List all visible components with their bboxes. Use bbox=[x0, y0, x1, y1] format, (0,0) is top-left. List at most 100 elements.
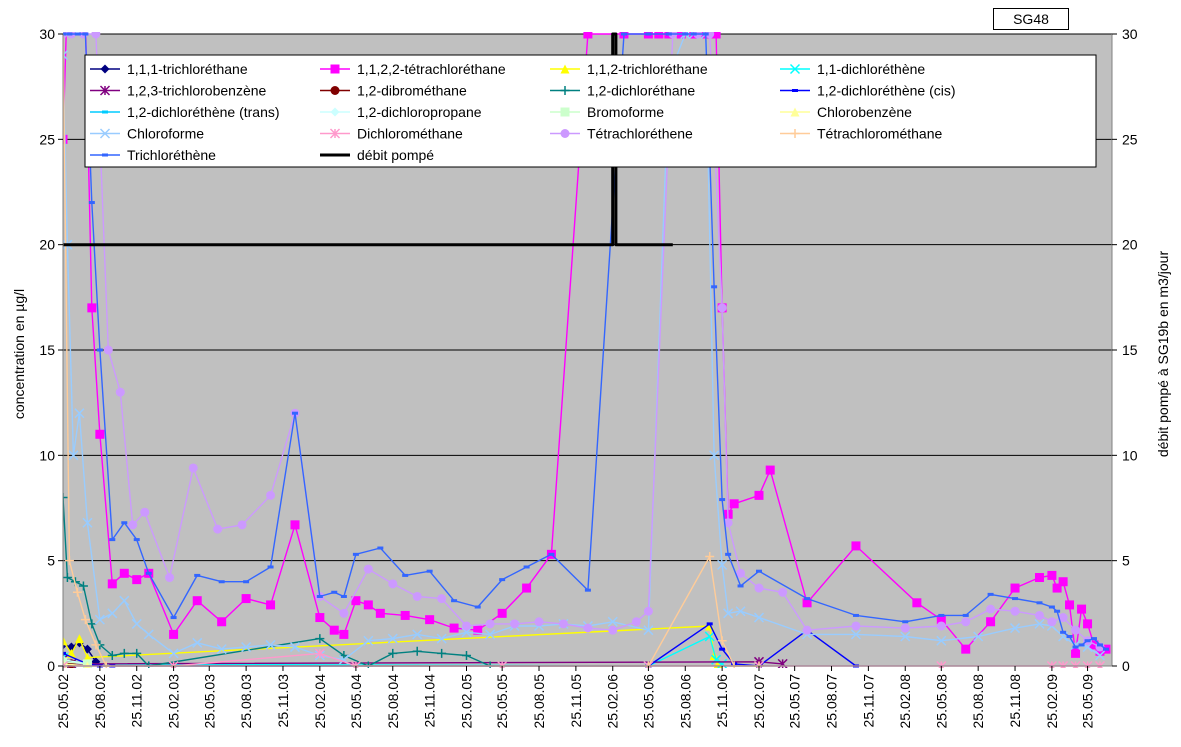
y-tick-label: 30 bbox=[39, 26, 55, 42]
x-tick-label: 25.05.05 bbox=[494, 674, 510, 729]
data-point bbox=[901, 624, 910, 633]
y2-tick-label: 30 bbox=[1122, 26, 1138, 42]
data-point bbox=[548, 553, 554, 556]
data-point bbox=[938, 614, 944, 617]
data-point bbox=[1047, 617, 1056, 626]
x-tick-label: 25.08.07 bbox=[824, 674, 840, 729]
data-point bbox=[1085, 639, 1091, 642]
legend-label: Bromoforme bbox=[587, 104, 664, 120]
data-point bbox=[1091, 637, 1097, 640]
y2-tick-label: 5 bbox=[1122, 553, 1130, 569]
legend-label: débit pompé bbox=[357, 147, 434, 163]
data-point bbox=[315, 613, 324, 622]
data-point bbox=[266, 600, 275, 609]
legend-label: Chlorobenzène bbox=[817, 104, 912, 120]
data-point bbox=[804, 597, 810, 600]
data-point bbox=[339, 630, 348, 639]
data-point bbox=[121, 521, 127, 524]
x-tick-label: 25.11.04 bbox=[422, 674, 438, 728]
data-point bbox=[116, 388, 125, 397]
legend-label: Tétrachlorométhane bbox=[817, 126, 943, 142]
data-point bbox=[427, 570, 433, 573]
data-point bbox=[644, 607, 653, 616]
data-point bbox=[738, 584, 744, 587]
data-point bbox=[437, 594, 446, 603]
data-point bbox=[128, 520, 137, 529]
data-point bbox=[853, 614, 859, 617]
data-point bbox=[146, 572, 152, 575]
x-tick-label: 25.02.09 bbox=[1044, 674, 1060, 729]
y-tick-label: 10 bbox=[39, 447, 55, 463]
x-tick-label: 25.05.09 bbox=[1080, 674, 1096, 729]
data-point bbox=[988, 593, 994, 596]
data-point bbox=[364, 565, 373, 574]
data-point bbox=[376, 609, 385, 618]
data-point bbox=[330, 626, 339, 635]
data-point bbox=[1011, 584, 1020, 593]
x-tick-label: 25.08.06 bbox=[677, 674, 693, 729]
data-point bbox=[524, 565, 530, 568]
data-point bbox=[1060, 631, 1066, 634]
data-point bbox=[486, 619, 495, 628]
data-point bbox=[450, 624, 459, 633]
data-point bbox=[402, 574, 408, 577]
data-point bbox=[341, 595, 347, 598]
data-point bbox=[238, 520, 247, 529]
x-tick-label: 25.11.02 bbox=[129, 674, 145, 728]
data-point bbox=[132, 575, 141, 584]
data-point bbox=[82, 33, 88, 36]
x-tick-label: 25.11.07 bbox=[860, 674, 876, 728]
data-point bbox=[583, 624, 592, 633]
data-point bbox=[91, 30, 100, 39]
x-tick-label: 25.05.03 bbox=[201, 674, 217, 729]
legend-label: Tétrachloréthene bbox=[587, 126, 693, 142]
legend-marker bbox=[102, 154, 108, 157]
data-point bbox=[986, 617, 995, 626]
data-point bbox=[194, 574, 200, 577]
y2-tick-label: 15 bbox=[1122, 342, 1138, 358]
legend-label: 1,1,1-trichloréthane bbox=[127, 61, 248, 77]
data-point bbox=[377, 547, 383, 550]
data-point bbox=[66, 33, 72, 36]
y-tick-label: 25 bbox=[39, 131, 55, 147]
data-point bbox=[1035, 573, 1044, 582]
x-tick-label: 25.05.08 bbox=[933, 674, 949, 729]
data-point bbox=[134, 538, 140, 541]
legend-label: 1,1-dichloréthène bbox=[817, 61, 925, 77]
legend-marker bbox=[561, 108, 570, 117]
data-point bbox=[268, 565, 274, 568]
data-point bbox=[475, 606, 481, 609]
data-point bbox=[963, 614, 969, 617]
legend-marker bbox=[792, 89, 798, 92]
data-point bbox=[510, 619, 519, 628]
data-point bbox=[213, 525, 222, 534]
x-tick-label: 25.05.02 bbox=[55, 674, 71, 729]
station-label: SG48 bbox=[993, 8, 1069, 30]
data-point bbox=[413, 592, 422, 601]
y2-tick-label: 0 bbox=[1122, 658, 1130, 674]
data-point bbox=[691, 33, 697, 36]
data-point bbox=[1097, 643, 1103, 646]
data-point bbox=[108, 579, 117, 588]
y-tick-label: 20 bbox=[39, 237, 55, 253]
y2-tick-label: 25 bbox=[1122, 131, 1138, 147]
data-point bbox=[1011, 607, 1020, 616]
data-point bbox=[169, 630, 178, 639]
data-point bbox=[1047, 571, 1056, 580]
legend-label: 1,2,3-trichlorobenzène bbox=[127, 83, 267, 99]
y-tick-label: 15 bbox=[39, 342, 55, 358]
data-point bbox=[986, 605, 995, 614]
legend-label: Dichlorométhane bbox=[357, 126, 463, 142]
data-point bbox=[730, 499, 739, 508]
data-point bbox=[353, 553, 359, 556]
x-tick-label: 25.08.02 bbox=[92, 674, 108, 729]
legend: 1,1,1-trichloréthane 1,1,2,2-tétrachlorét… bbox=[85, 55, 1096, 167]
data-point bbox=[89, 201, 95, 204]
x-tick-label: 25.05.06 bbox=[640, 674, 656, 729]
data-point bbox=[719, 498, 725, 501]
data-point bbox=[725, 553, 731, 556]
data-point bbox=[682, 33, 688, 36]
data-point bbox=[1059, 577, 1068, 586]
data-point bbox=[388, 579, 397, 588]
x-tick-label: 25.11.06 bbox=[714, 674, 730, 728]
